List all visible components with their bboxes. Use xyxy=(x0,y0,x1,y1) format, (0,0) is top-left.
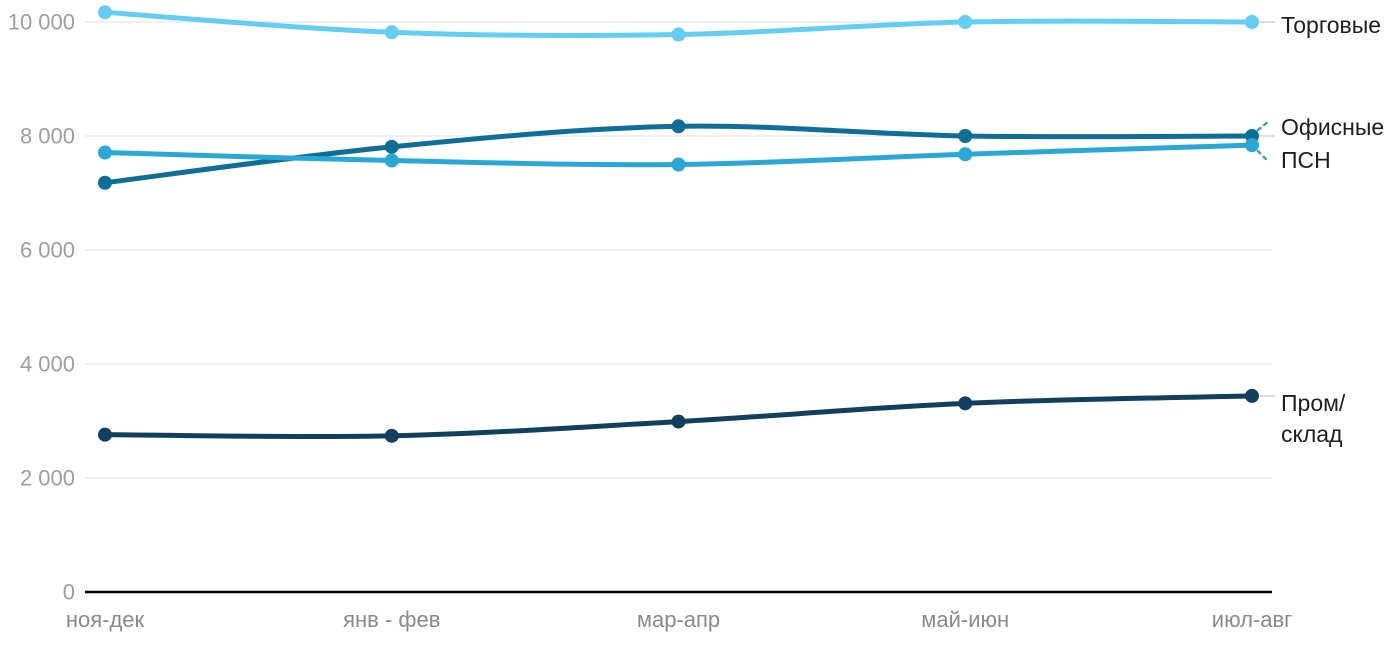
series-label-text-line1: Пром/ xyxy=(1281,390,1346,416)
x-tick-label: май-июн xyxy=(921,607,1009,632)
data-point[interactable] xyxy=(384,428,399,443)
x-tick-label: мар-апр xyxy=(637,607,720,632)
data-point[interactable] xyxy=(958,147,973,162)
series-label-text: Офисные xyxy=(1281,114,1385,140)
data-point[interactable] xyxy=(98,175,112,190)
data-point[interactable] xyxy=(958,396,973,411)
data-point[interactable] xyxy=(671,157,686,172)
x-tick-label: янв - фев xyxy=(343,607,440,632)
leader-dash-down-psn xyxy=(1256,149,1271,164)
data-point[interactable] xyxy=(958,129,973,143)
series-label-prom-sklad: Пром/ склад xyxy=(1281,388,1345,450)
series-label-text: Торговые xyxy=(1281,12,1382,38)
y-tick-label: 8 000 xyxy=(20,124,75,149)
data-point[interactable] xyxy=(384,153,399,168)
series-label-torgovye: Торговые xyxy=(1281,11,1381,39)
series-line xyxy=(102,123,1255,186)
x-tick-label: ноя-дек xyxy=(66,607,145,632)
data-point[interactable] xyxy=(671,27,686,42)
data-point[interactable] xyxy=(384,139,399,154)
series-label-text-line2: склад xyxy=(1281,421,1343,447)
data-point[interactable] xyxy=(98,427,112,442)
data-point[interactable] xyxy=(98,145,112,160)
data-point[interactable] xyxy=(98,5,112,20)
data-point[interactable] xyxy=(671,414,686,429)
data-point[interactable] xyxy=(671,119,686,134)
series-label-text: ПСН xyxy=(1281,147,1331,173)
series-label-psn: ПСН xyxy=(1281,146,1331,174)
y-tick-label: 0 xyxy=(63,580,75,605)
y-tick-label: 10 000 xyxy=(8,10,75,35)
leader-dash-up-ofisnye xyxy=(1256,119,1271,132)
y-tick-label: 6 000 xyxy=(20,238,75,263)
data-point[interactable] xyxy=(958,15,973,29)
y-tick-label: 4 000 xyxy=(20,352,75,377)
data-point[interactable] xyxy=(1245,388,1259,403)
data-point[interactable] xyxy=(1245,15,1259,29)
series-label-ofisnye: Офисные xyxy=(1281,113,1384,141)
data-point[interactable] xyxy=(384,25,399,40)
x-tick-label: июл-авг xyxy=(1212,607,1292,632)
data-point[interactable] xyxy=(1245,138,1259,153)
y-tick-label: 2 000 xyxy=(20,466,75,491)
